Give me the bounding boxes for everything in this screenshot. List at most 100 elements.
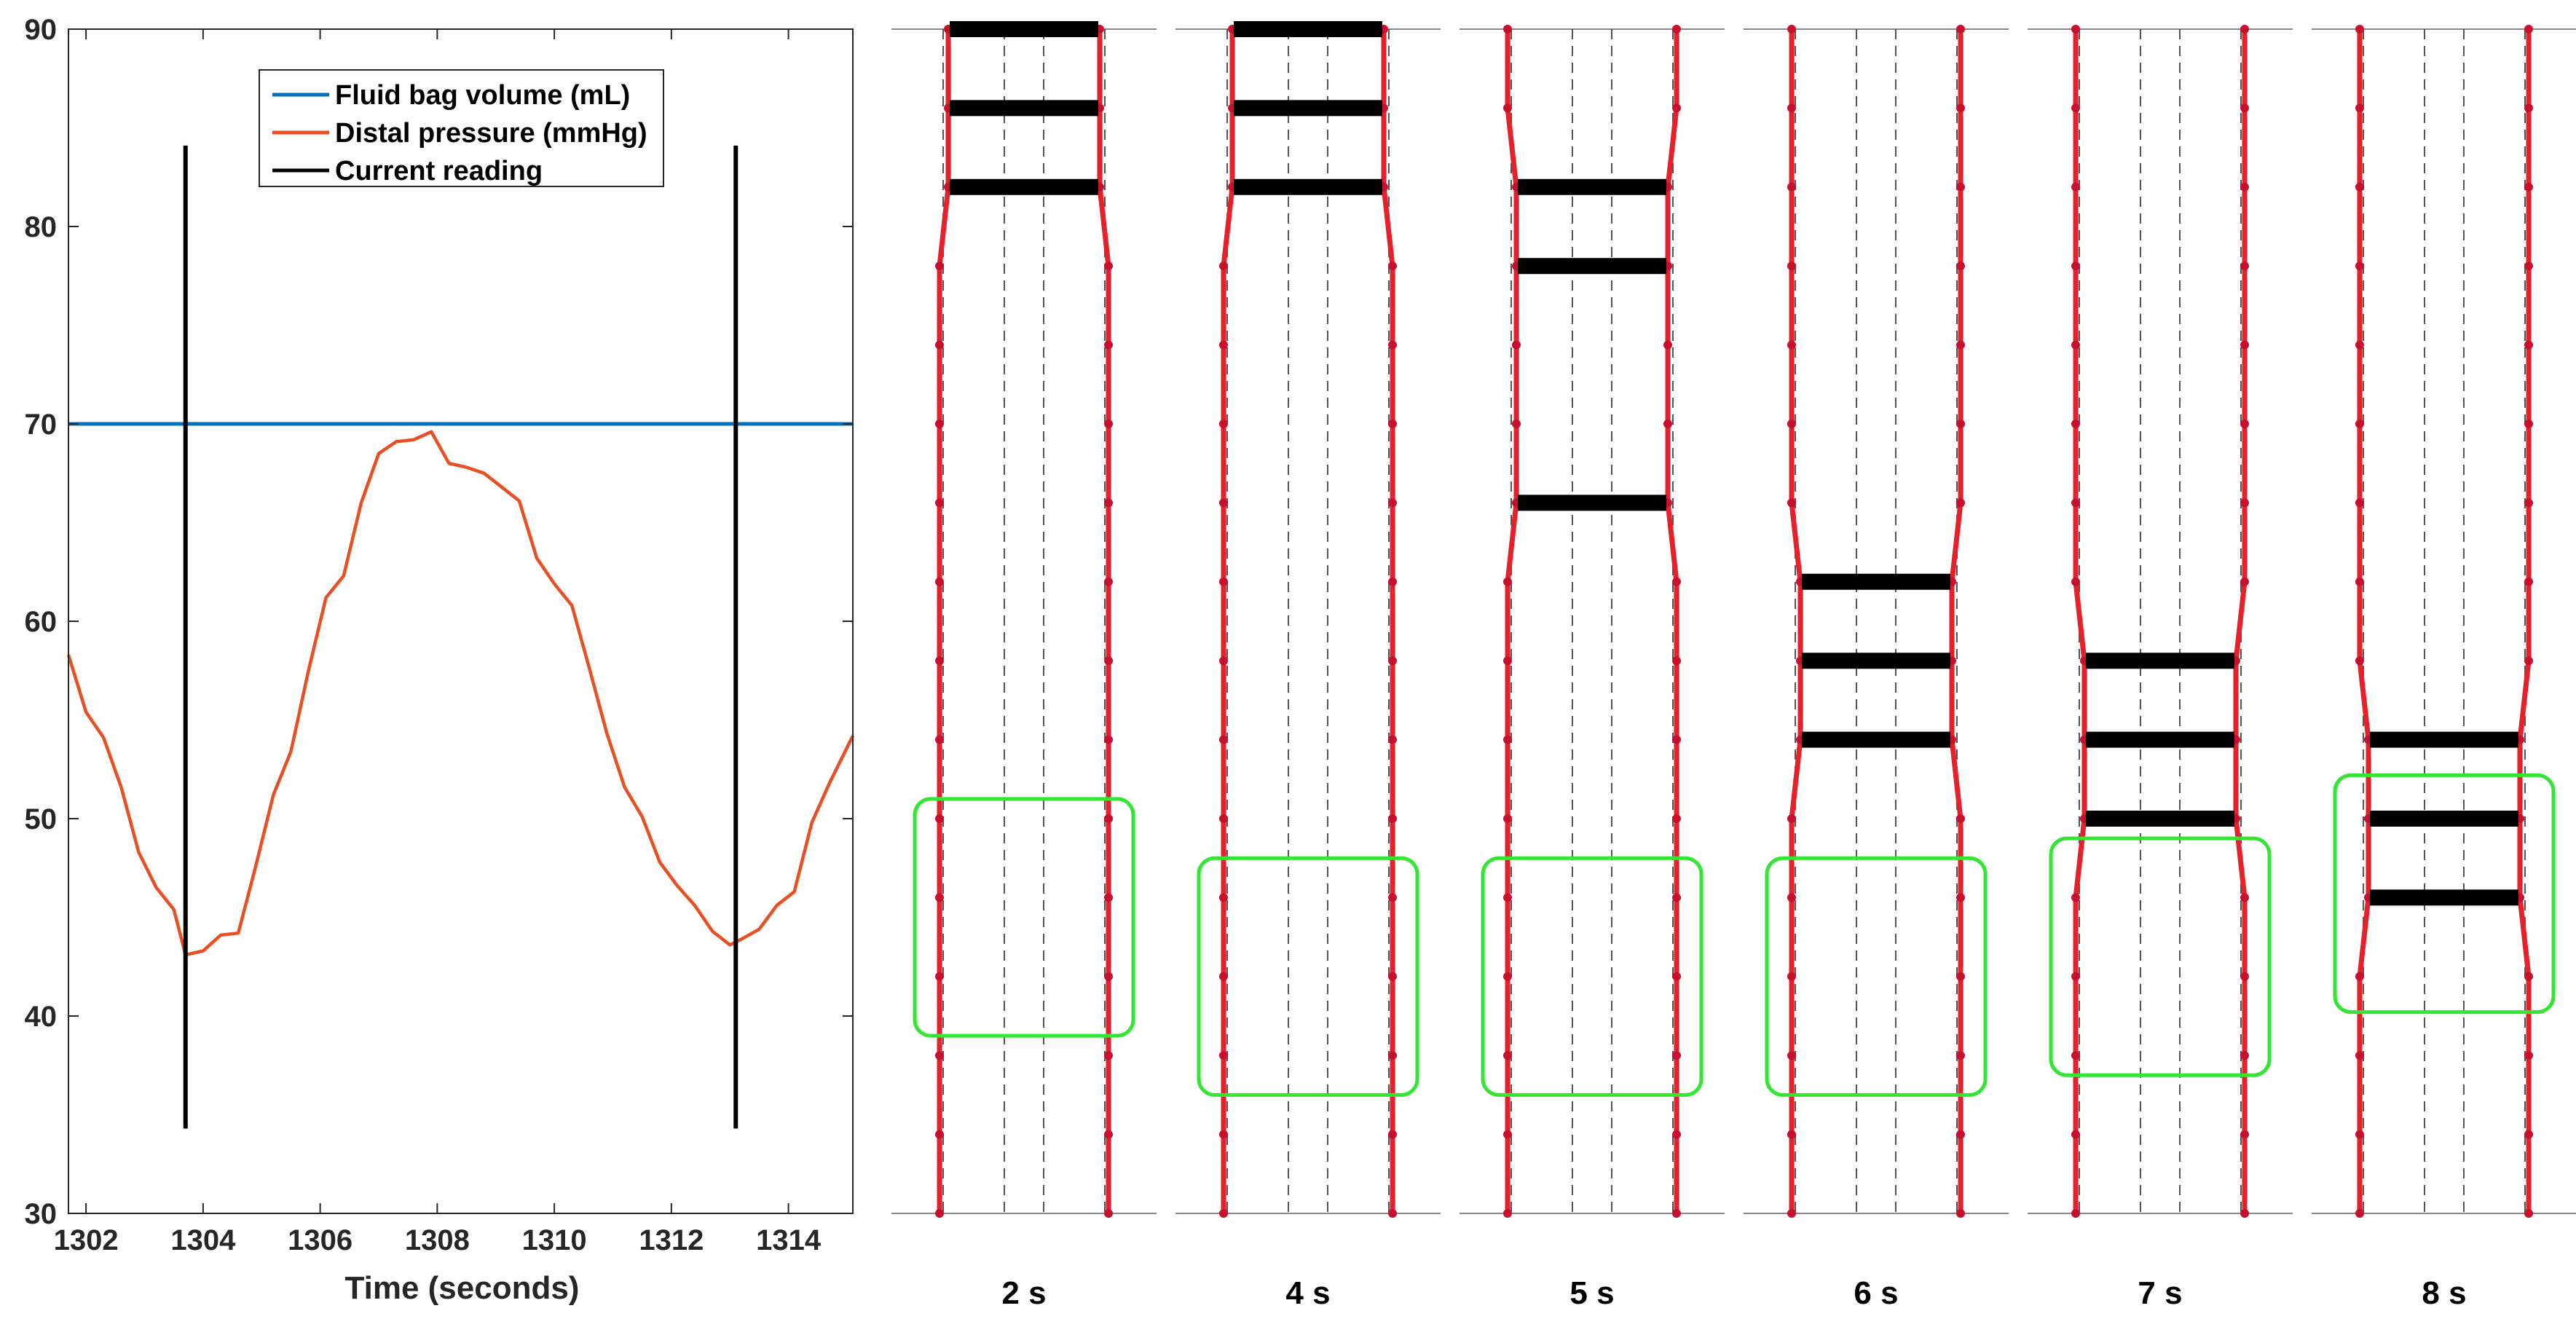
wall-node <box>2240 498 2249 508</box>
wall-node <box>2071 420 2080 428</box>
wall-node <box>1503 972 1512 981</box>
plot-area <box>68 29 853 1213</box>
wall-node <box>2071 182 2080 192</box>
wall-node <box>1104 420 1113 428</box>
wall-node <box>2524 577 2533 586</box>
wall-node <box>1503 814 1512 823</box>
wall-node <box>1219 893 1228 902</box>
wall-node <box>1219 577 1228 586</box>
tube-wall-right <box>2517 29 2532 1213</box>
wall-node <box>2071 1130 2080 1139</box>
wall-node <box>1787 972 1796 981</box>
wall-node <box>1672 577 1681 586</box>
y-tick-label: 60 <box>25 606 58 638</box>
wall-node <box>1104 498 1113 508</box>
panel-7s: 7 s <box>2028 25 2293 1311</box>
wall-node <box>2355 103 2364 113</box>
highlight-box <box>2333 773 2556 1015</box>
wall-node <box>2524 340 2533 350</box>
wall-node <box>1672 1130 1681 1139</box>
wall-node <box>1503 893 1512 902</box>
wall-node <box>2355 1209 2364 1218</box>
wall-node <box>1388 972 1397 981</box>
tube-wall-left <box>1505 29 1519 1213</box>
legend-entry: Distal pressure (mmHg) <box>335 118 647 149</box>
wall-node <box>1956 261 1965 271</box>
panel-time-label: 4 s <box>1285 1275 1330 1311</box>
highlight-box <box>1481 856 1703 1097</box>
wall-node <box>1388 656 1397 666</box>
tube-snapshot-panels: 2 s 4 s 5 s 6 s 7 s 8 s <box>891 21 2576 1311</box>
wall-node <box>2071 103 2080 113</box>
wall-node <box>935 1051 944 1060</box>
wall-node <box>1672 656 1681 666</box>
highlight-box <box>1197 856 1419 1097</box>
wall-node <box>2524 182 2533 192</box>
wall-node <box>935 972 944 981</box>
wall-node <box>2355 1051 2364 1060</box>
wall-node <box>1503 1209 1512 1218</box>
wall-node <box>935 1130 944 1139</box>
tube-wall-left <box>1221 29 1235 1213</box>
x-axis-label: Time (seconds) <box>345 1270 580 1306</box>
wall-node <box>1956 814 1965 823</box>
wall-node <box>935 735 944 744</box>
wall-node <box>2355 656 2364 666</box>
wall-node <box>1956 182 1965 192</box>
wall-node <box>1672 1209 1681 1218</box>
tube-wall-right <box>1665 29 1679 1213</box>
wall-node <box>2524 261 2533 271</box>
wall-node <box>1956 1209 1965 1218</box>
wall-node <box>1787 182 1796 192</box>
wall-node <box>1104 1130 1113 1139</box>
wall-node <box>2240 1051 2249 1060</box>
wall-node <box>1663 340 1672 350</box>
wall-node <box>1104 340 1113 350</box>
legend-entry: Fluid bag volume (mL) <box>335 80 630 111</box>
wall-node <box>1388 420 1397 428</box>
panel-5s: 5 s <box>1460 25 1725 1311</box>
wall-node <box>2524 656 2533 666</box>
highlight-box <box>2049 836 2272 1077</box>
wall-node <box>1503 1130 1512 1139</box>
wall-node <box>935 577 944 586</box>
wall-node <box>1663 420 1672 428</box>
wall-node <box>1672 25 1681 34</box>
pressure-time-chart: 1302 1304 1306 1308 1310 1312 1314 30 40 50 60 70 80… <box>25 14 855 1306</box>
wall-node <box>1104 893 1113 902</box>
wall-node <box>1104 972 1113 981</box>
y-tick-label: 30 <box>25 1198 58 1230</box>
wall-node <box>1219 1051 1228 1060</box>
wall-node <box>1956 1051 1965 1060</box>
wall-node <box>1219 656 1228 666</box>
wall-node <box>1388 340 1397 350</box>
wall-node <box>1388 577 1397 586</box>
wall-node <box>2240 420 2249 428</box>
y-tick-label: 70 <box>25 409 58 441</box>
wall-node <box>1219 420 1228 428</box>
wall-node <box>2524 420 2533 428</box>
wall-node <box>2524 1051 2533 1060</box>
wall-node <box>1104 735 1113 744</box>
wall-node <box>1956 340 1965 350</box>
panel-time-label: 6 s <box>1854 1275 1898 1311</box>
wall-node <box>2240 182 2249 192</box>
wall-node <box>1956 498 1965 508</box>
wall-node <box>1388 1130 1397 1139</box>
wall-node <box>1956 893 1965 902</box>
wall-node <box>1512 420 1521 428</box>
wall-node <box>1219 498 1228 508</box>
tube-wall-right <box>1949 29 1963 1213</box>
wall-node <box>1956 420 1965 428</box>
legend-entry: Current reading <box>335 156 543 186</box>
wall-node <box>1219 1130 1228 1139</box>
y-tick-label: 90 <box>25 14 58 46</box>
wall-node <box>1787 893 1796 902</box>
wall-node <box>2355 577 2364 586</box>
highlight-box <box>913 797 1135 1038</box>
wall-node <box>935 498 944 508</box>
wall-node <box>2240 893 2249 902</box>
wall-node <box>1503 103 1512 113</box>
y-tick-label: 50 <box>25 803 58 835</box>
